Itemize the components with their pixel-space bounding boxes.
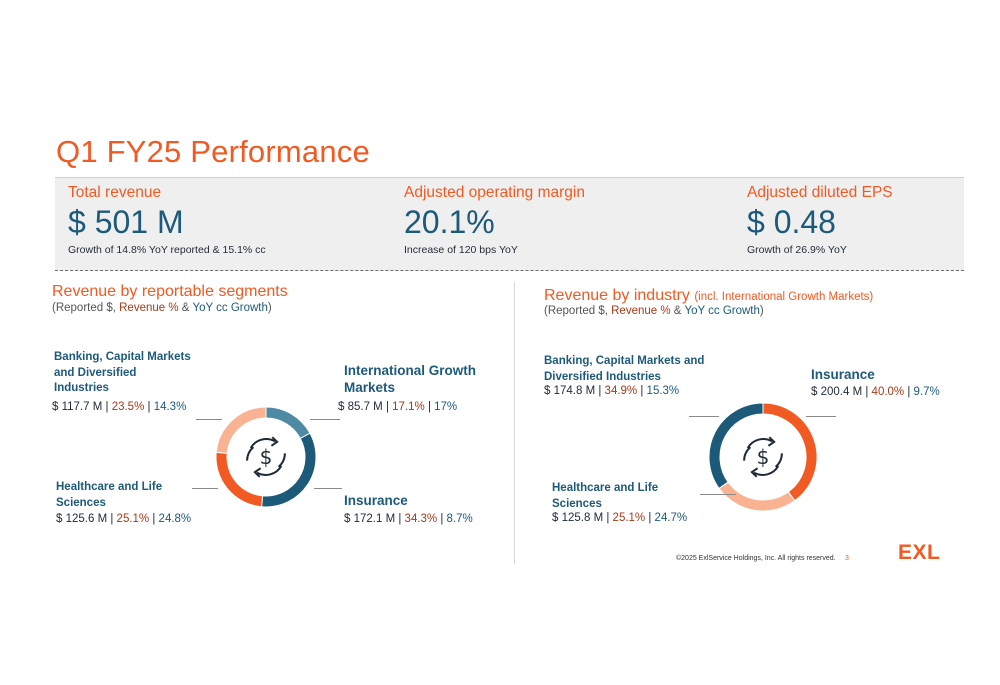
segment-name: Banking, Capital Markets and Diversified… — [54, 351, 191, 394]
revenue-pct: 34.3% — [404, 513, 438, 525]
yoy-growth: 17% — [434, 401, 458, 413]
segment-values-igm: $ 85.7 M | 17.1% | 17% — [338, 401, 458, 413]
revenue-value: $ 200.4 M — [811, 386, 863, 398]
industry-subtitle: (Reported $, Revenue % & YoY cc Growth) — [544, 305, 764, 317]
leader-line — [700, 494, 736, 495]
segment-values-insurance: $ 172.1 M | 34.3% | 8.7% — [344, 513, 473, 525]
segment-label-banking: Banking, Capital Markets and Diversified… — [54, 350, 194, 397]
industry-name: Banking, Capital Markets and Diversified… — [544, 355, 705, 383]
segment-name: International Growth Markets — [344, 363, 477, 395]
kpi-note: Increase of 120 bps YoY — [404, 244, 518, 256]
revenue-value: $ 85.7 M — [338, 401, 383, 413]
segments-donut-chart: $ — [215, 406, 317, 508]
leader-line — [310, 419, 340, 420]
leader-line — [689, 416, 719, 417]
legend-revenue-pct: Revenue % — [611, 305, 671, 317]
donut-slice-banking-capital-markets-and-diversified-industries — [215, 406, 267, 454]
revenue-pct: 25.1% — [612, 512, 646, 524]
legend-close: ) — [267, 302, 272, 314]
donut-slice-insurance — [762, 402, 818, 502]
industry-values-banking: $ 174.8 M | 34.9% | 15.3% — [544, 385, 680, 397]
revenue-value: $ 172.1 M — [344, 513, 396, 525]
industry-title-note: (incl. International Growth Markets) — [694, 291, 874, 303]
kpi-label: Adjusted operating margin — [404, 184, 585, 201]
page-title: Q1 FY25 Performance — [56, 134, 370, 169]
revenue-pct: 17.1% — [392, 401, 425, 413]
leader-line — [192, 488, 218, 489]
yoy-growth: 8.7% — [446, 513, 473, 525]
kpi-diluted-eps: Adjusted diluted EPS $ 0.48 Growth of 26… — [747, 184, 893, 256]
legend-reported: (Reported $, — [544, 305, 612, 317]
leader-line — [196, 419, 222, 420]
revenue-pct: 34.9% — [604, 385, 638, 397]
segment-label-healthcare: Healthcare and Life Sciences — [56, 480, 196, 511]
kpi-label: Adjusted diluted EPS — [747, 184, 893, 201]
section-divider — [514, 282, 515, 564]
legend-amp: & — [670, 305, 685, 317]
segment-label-insurance: Insurance — [344, 492, 484, 509]
revenue-pct: 40.0% — [871, 386, 905, 398]
svg-text:$: $ — [757, 445, 770, 469]
industry-title: Revenue by industry (incl. International… — [544, 287, 873, 305]
kpi-label: Total revenue — [68, 184, 162, 201]
yoy-growth: 24.7% — [654, 512, 688, 524]
page-number: 3 — [845, 555, 849, 562]
segment-values-banking: $ 117.7 M | 23.5% | 14.3% — [52, 401, 187, 413]
industry-values-insurance: $ 200.4 M | 40.0% | 9.7% — [811, 386, 940, 398]
legend-reported: (Reported $, — [52, 302, 120, 314]
kpi-value: 20.1% — [404, 204, 495, 240]
dollar-cycle-icon: $ — [743, 436, 783, 478]
industry-donut-chart: $ — [708, 402, 818, 512]
industry-label-banking: Banking, Capital Markets and Diversified… — [544, 354, 714, 385]
legend-amp: & — [178, 302, 193, 314]
leader-line — [314, 488, 342, 489]
kpi-band: Total revenue $ 501 M Growth of 14.8% Yo… — [55, 177, 964, 271]
industry-label-insurance: Insurance — [811, 366, 951, 383]
yoy-growth: 24.8% — [158, 513, 192, 525]
donut-slice-healthcare-and-life-sciences — [718, 481, 796, 512]
segment-name: Insurance — [344, 493, 408, 508]
dollar-cycle-icon: $ — [246, 436, 286, 478]
legend-yoy: YoY cc Growth — [684, 305, 760, 317]
kpi-value: $ 0.48 — [747, 204, 836, 240]
revenue-pct: 25.1% — [116, 513, 150, 525]
donut-slice-healthcare-and-life-sciences — [215, 451, 264, 508]
leader-line — [806, 416, 836, 417]
industry-name: Insurance — [811, 367, 875, 382]
donut-slice-international-growth-markets — [265, 406, 311, 440]
segment-values-healthcare: $ 125.6 M | 25.1% | 24.8% — [56, 513, 192, 525]
kpi-value: $ 501 M — [68, 204, 184, 240]
kpi-note: Growth of 14.8% YoY reported & 15.1% cc — [68, 244, 266, 256]
donut-slice-banking-capital-markets-and-diversified-industries — [708, 402, 764, 490]
revenue-value: $ 125.8 M — [552, 512, 604, 524]
industry-values-healthcare: $ 125.8 M | 25.1% | 24.7% — [552, 512, 688, 524]
svg-text:$: $ — [260, 445, 273, 469]
exl-logo: EXL — [898, 541, 941, 564]
segments-subtitle: (Reported $, Revenue % & YoY cc Growth) — [52, 302, 272, 314]
revenue-value: $ 125.6 M — [56, 513, 108, 525]
kpi-operating-margin: Adjusted operating margin 20.1% Increase… — [404, 184, 585, 256]
kpi-note: Growth of 26.9% YoY — [747, 244, 847, 256]
footer-copyright: ©2025 ExlService Holdings, Inc. All righ… — [676, 555, 836, 562]
legend-revenue-pct: Revenue % — [119, 302, 179, 314]
yoy-growth: 15.3% — [646, 385, 680, 397]
industry-label-healthcare: Healthcare and Life Sciences — [552, 481, 692, 512]
legend-yoy: YoY cc Growth — [192, 302, 268, 314]
revenue-value: $ 174.8 M — [544, 385, 596, 397]
yoy-growth: 14.3% — [153, 401, 187, 413]
revenue-value: $ 117.7 M — [52, 401, 103, 413]
segments-title: Revenue by reportable segments — [52, 283, 288, 300]
legend-close: ) — [759, 305, 764, 317]
segment-name: Healthcare and Life Sciences — [56, 481, 163, 509]
industry-title-text: Revenue by industry — [544, 287, 690, 304]
segment-label-igm: International Growth Markets — [344, 362, 484, 396]
revenue-pct: 23.5% — [111, 401, 145, 413]
industry-name: Healthcare and Life Sciences — [552, 482, 659, 510]
kpi-total-revenue: Total revenue $ 501 M Growth of 14.8% Yo… — [68, 184, 266, 256]
yoy-growth: 9.7% — [913, 386, 940, 398]
